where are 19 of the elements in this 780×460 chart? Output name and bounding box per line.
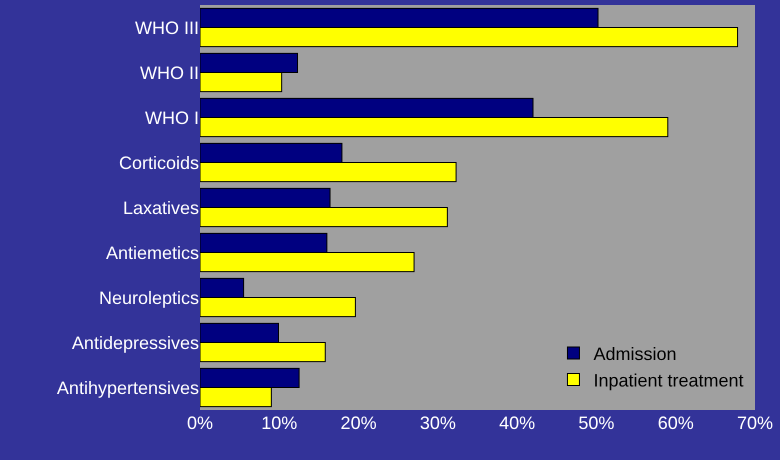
x-tick-label: 50%	[578, 413, 614, 433]
y-tick-label: Antidepressives	[72, 332, 199, 353]
x-tick-label: 10%	[261, 413, 298, 433]
x-tick-label: 40%	[499, 413, 536, 433]
y-tick-label: Antihypertensives	[56, 378, 199, 398]
x-tick-label: 60%	[658, 413, 694, 433]
legend-label: Admission	[593, 344, 676, 364]
y-tick-label: WHO I	[145, 108, 199, 128]
y-tick-label: WHO III	[135, 18, 199, 38]
y-tick-label: Corticoids	[118, 152, 199, 173]
x-tick-label: 0%	[186, 413, 214, 433]
y-tick-label: WHO II	[140, 62, 199, 83]
y-tick-label: Antiemetics	[106, 242, 199, 263]
x-tick-label: 30%	[420, 413, 456, 433]
x-tick-label: 70%	[736, 413, 774, 433]
x-tick-label: 20%	[340, 413, 377, 433]
y-tick-label: Neuroleptics	[98, 288, 199, 308]
y-tick-label: Laxatives	[122, 198, 199, 218]
legend-label: Inpatient treatment	[593, 370, 744, 390]
